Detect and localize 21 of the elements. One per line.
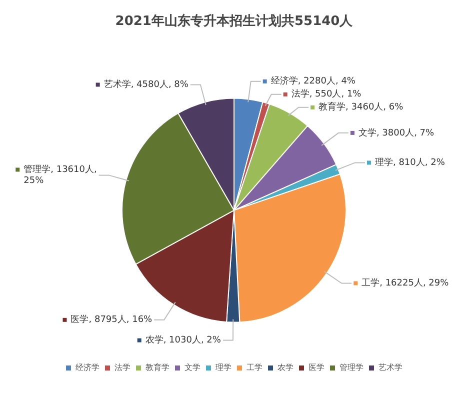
chart-title: 2021年山东专升本招生计划共55140人: [115, 13, 354, 30]
legend-label: 工学: [246, 363, 262, 372]
data-label: 医学, 8795人, 16%: [70, 314, 153, 326]
data-label: 农学, 1030人, 2%: [145, 334, 222, 346]
legend-label: 艺术学: [378, 363, 402, 372]
data-label: 理学, 810人, 2%: [374, 157, 446, 168]
legend-label: 教育学: [146, 363, 170, 372]
data-label: 文学, 3800人, 7%: [358, 127, 435, 138]
data-label: 法学, 550人, 1%: [291, 88, 362, 100]
legend-label: 经济学: [76, 363, 100, 372]
legend-label: 管理学: [340, 363, 364, 372]
legend-label: 法学: [114, 363, 130, 372]
legend-label: 医学: [308, 363, 324, 372]
data-label: 管理学, 13610人, 25%: [24, 164, 97, 186]
legend-label: 文学: [184, 363, 200, 372]
legend-label: 农学: [278, 363, 294, 372]
data-label: 经济学, 2280人, 4%: [270, 76, 356, 87]
data-label: 艺术学, 4580人, 8%: [104, 79, 189, 90]
legend-label: 理学: [216, 363, 232, 372]
data-label: 教育学, 3460人, 6%: [318, 102, 404, 113]
data-label: 工学, 16225人, 29%: [362, 278, 450, 289]
